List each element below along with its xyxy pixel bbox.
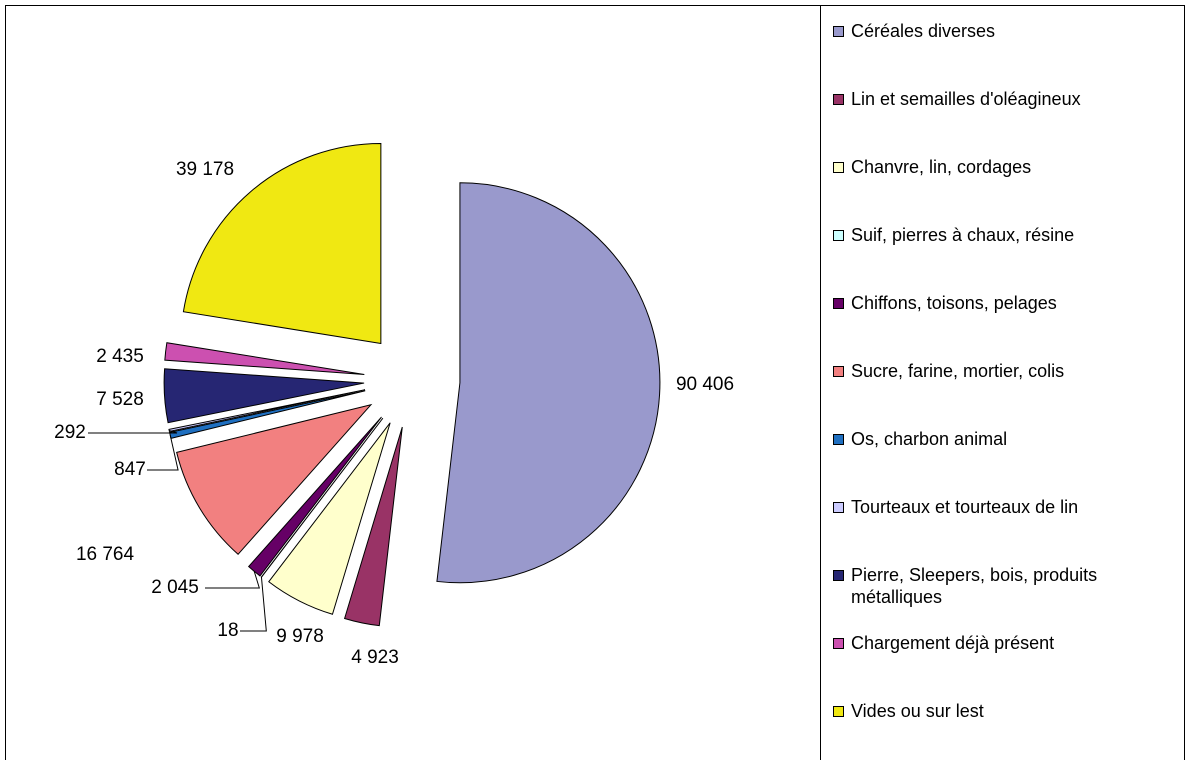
legend-label: Pierre, Sleepers, bois, produits métalli… <box>851 565 1098 607</box>
legend-swatch <box>833 366 844 377</box>
data-label: 2 045 <box>151 577 199 598</box>
legend-swatch <box>833 230 844 241</box>
leader-line <box>147 435 179 471</box>
legend-swatch <box>833 26 844 37</box>
legend-item: Chanvre, lin, cordages <box>831 156 1181 178</box>
chart: 90 406 4 923 9 978 18 2 045 16 764 847 292 7 528… <box>54 142 734 668</box>
legend-swatch <box>833 434 844 445</box>
legend-swatch <box>833 94 844 105</box>
leader-line <box>88 429 178 434</box>
leader-line <box>240 577 267 632</box>
pie-slice <box>268 422 391 615</box>
legend-item: Sucre, farine, mortier, colis <box>831 360 1181 382</box>
legend-label: Os, charbon animal <box>851 429 1008 449</box>
pie-slice <box>343 426 403 627</box>
frame <box>5 5 1185 760</box>
legend-label: Tourteaux et tourteaux de lin <box>851 497 1079 517</box>
data-label: 18 <box>217 620 238 641</box>
legend-label: Vides ou sur lest <box>851 701 984 721</box>
legend-swatch <box>833 638 844 649</box>
legend-swatch <box>833 502 844 513</box>
legend-label: Suif, pierres à chaux, résine <box>851 225 1075 245</box>
legend-item: Céréales diverses <box>831 20 1181 42</box>
data-label: 4 923 <box>351 647 399 668</box>
data-label: 16 764 <box>76 544 135 565</box>
legend-swatch <box>833 706 844 717</box>
legend-item: Chiffons, toisons, pelages <box>831 292 1181 314</box>
pie-slice <box>176 403 373 556</box>
legend-swatch <box>833 162 844 173</box>
legend-label: Chiffons, toisons, pelages <box>851 293 1057 313</box>
pie-slice <box>163 368 365 424</box>
legend-item: Tourteaux et tourteaux de lin <box>831 496 1181 518</box>
legend-item: Suif, pierres à chaux, résine <box>831 224 1181 246</box>
pie-slice <box>436 182 661 584</box>
legend-item: Chargement déjà présent <box>831 632 1181 654</box>
legend-label: Chargement déjà présent <box>851 633 1055 653</box>
legend-item: Os, charbon animal <box>831 428 1181 450</box>
legend: Céréales diverses Lin et semailles d'oléa… <box>820 5 1190 760</box>
legend-label: Céréales diverses <box>851 21 996 41</box>
legend-swatch <box>833 298 844 309</box>
legend-label: Sucre, farine, mortier, colis <box>851 361 1065 381</box>
legend-label: Chanvre, lin, cordages <box>851 157 1032 177</box>
legend-label: Lin et semailles d'oléagineux <box>851 89 1081 109</box>
data-label: 292 <box>54 422 86 443</box>
legend-item: Vides ou sur lest <box>831 700 1181 722</box>
pie-slice <box>182 142 382 345</box>
data-label: 7 528 <box>96 389 144 410</box>
data-label: 847 <box>114 459 146 480</box>
data-label: 2 435 <box>96 346 144 367</box>
legend-item: Pierre, Sleepers, bois, produits métalli… <box>831 564 1181 608</box>
pie-slice <box>164 342 365 375</box>
data-label: 90 406 <box>676 374 734 395</box>
data-label: 39 178 <box>176 159 234 180</box>
legend-swatch <box>833 570 844 581</box>
data-label: 9 978 <box>276 626 324 647</box>
legend-item: Lin et semailles d'oléagineux <box>831 88 1181 110</box>
pie-slice <box>247 416 382 577</box>
leader-line <box>205 571 260 589</box>
